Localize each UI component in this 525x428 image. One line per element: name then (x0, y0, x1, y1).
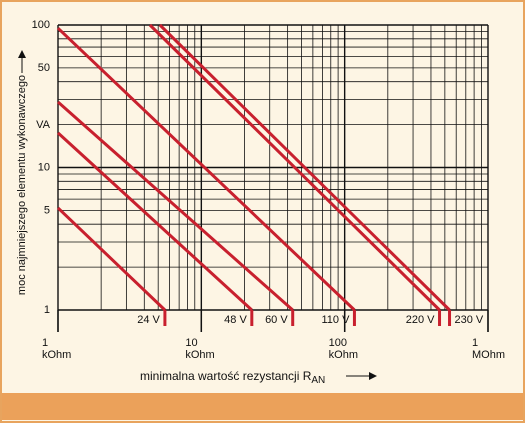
y-axis-title: moc najmniejszego elementu wykonawczego (16, 75, 28, 295)
x-unit-label: MOhm (472, 349, 505, 361)
y-unit-label: VA (36, 119, 51, 131)
footer-band (2, 393, 523, 420)
y-tick-label: 50 (38, 62, 50, 74)
series-line (158, 23, 451, 312)
y-tick-label: 100 (32, 19, 50, 31)
x-tick-label: 1 (472, 337, 478, 349)
x-unit-label: kOhm (185, 349, 214, 361)
series-label: 110 V (322, 314, 351, 326)
series-label: 48 V (224, 314, 247, 326)
y-tick-label: 5 (44, 204, 50, 216)
y-arrow-head (18, 50, 26, 58)
series-line (57, 100, 294, 312)
series-line (148, 23, 441, 312)
x-tick-label: 10 (185, 337, 197, 349)
series-label: 60 V (265, 314, 288, 326)
series-line (56, 27, 356, 312)
x-axis-title-main: minimalna wartość rezystancji R (140, 369, 312, 383)
x-tick-label: 100 (329, 337, 347, 349)
x-unit-label: kOhm (42, 349, 71, 361)
x-axis-title: minimalna wartość rezystancji RAN (140, 369, 325, 385)
x-axis-title-sub: AN (311, 375, 325, 386)
x-tick-label: 1 (42, 337, 48, 349)
series-line (56, 131, 253, 312)
x-arrow-head (369, 372, 377, 380)
series-label: 230 V (455, 314, 484, 326)
series-label: 220 V (406, 314, 435, 326)
series-line (56, 206, 166, 312)
x-unit-label: kOhm (329, 349, 358, 361)
y-tick-label: 1 (44, 304, 50, 316)
lines (56, 23, 452, 326)
series-label: 24 V (137, 314, 160, 326)
y-tick-label: 10 (38, 161, 50, 173)
grid (57, 24, 489, 332)
